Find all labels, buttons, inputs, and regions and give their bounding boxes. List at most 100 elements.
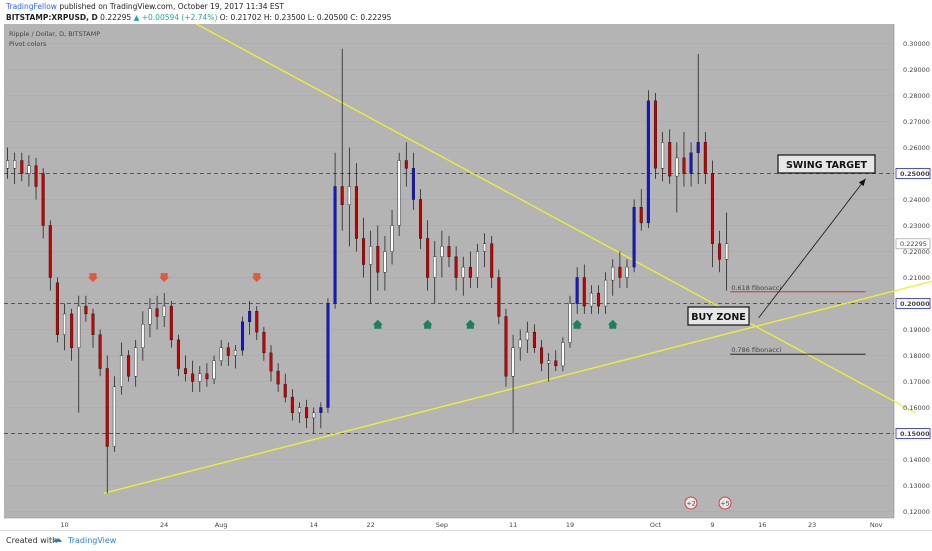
ohlc-values: O: 0.21702 H: 0.23500 L: 0.20500 C: 0.22… bbox=[219, 13, 392, 22]
target-arrowhead bbox=[858, 178, 866, 187]
time-tick-label: 19 bbox=[566, 521, 574, 529]
candle-body bbox=[63, 313, 67, 335]
candle-body bbox=[141, 324, 145, 348]
cloud-icon: ☁ bbox=[52, 534, 62, 545]
candle bbox=[675, 142, 679, 213]
horizontal-levels bbox=[4, 173, 894, 434]
candle bbox=[461, 256, 465, 296]
candle bbox=[48, 220, 52, 291]
current-price-box bbox=[895, 238, 931, 250]
candle-body bbox=[632, 207, 636, 268]
candle-body bbox=[525, 331, 529, 341]
candle-body bbox=[262, 331, 266, 354]
candle bbox=[191, 360, 195, 392]
candle-body bbox=[255, 311, 259, 333]
candle bbox=[283, 373, 287, 403]
tradingview-brand[interactable]: TradingView bbox=[68, 536, 117, 545]
candle bbox=[554, 350, 558, 372]
candle-body bbox=[411, 168, 415, 200]
candle bbox=[653, 92, 657, 179]
candle bbox=[169, 300, 173, 348]
candle bbox=[532, 324, 536, 353]
candle-body bbox=[710, 173, 714, 244]
ascending-trendline bbox=[103, 280, 932, 494]
candle-body bbox=[169, 305, 173, 341]
candle bbox=[604, 272, 608, 314]
candle-body bbox=[312, 412, 316, 419]
candle-body bbox=[475, 251, 479, 278]
candle bbox=[162, 293, 166, 327]
candle-body bbox=[70, 313, 74, 348]
time-tick-label: 11 bbox=[509, 521, 517, 529]
event-badge[interactable]: +5 bbox=[718, 496, 732, 510]
time-axis bbox=[4, 518, 894, 530]
candle bbox=[568, 295, 572, 348]
candle bbox=[440, 230, 444, 278]
candle-body bbox=[84, 305, 88, 315]
published-info: published on TradingView.com, October 19… bbox=[59, 2, 284, 11]
candle-body bbox=[297, 407, 301, 413]
candle-body bbox=[604, 279, 608, 307]
candle-body bbox=[468, 266, 472, 278]
price-tick-label: 0.21000 bbox=[903, 274, 930, 282]
candle-body bbox=[34, 165, 38, 187]
pivot-markers bbox=[88, 273, 618, 329]
candle bbox=[84, 295, 88, 322]
candles bbox=[6, 48, 729, 494]
candle bbox=[248, 300, 252, 335]
candle-body bbox=[661, 142, 665, 169]
price-level-tag: 0.15000 bbox=[895, 428, 931, 439]
candle-body bbox=[105, 368, 109, 447]
candle-body bbox=[290, 396, 294, 413]
candle bbox=[725, 212, 729, 291]
price-level-tag: 0.20000 bbox=[895, 298, 931, 309]
candle bbox=[682, 131, 686, 187]
price-tick-label: 0.22000 bbox=[903, 248, 930, 256]
candle bbox=[525, 321, 529, 353]
candle-body bbox=[696, 142, 700, 153]
candle-body bbox=[91, 313, 95, 335]
candle bbox=[504, 308, 508, 387]
publish-line: TradingFellow published on TradingView.c… bbox=[6, 2, 284, 11]
candle-body bbox=[319, 407, 323, 413]
price-axis-labels: 0.30000 0.29000 0.28000 0.27000 0.26000 0.240… bbox=[895, 40, 931, 516]
pivot-high-arrow bbox=[159, 273, 170, 283]
price-tick-label: 0.30000 bbox=[903, 40, 930, 48]
author-link[interactable]: TradingFellow bbox=[6, 2, 57, 11]
candle bbox=[340, 48, 344, 231]
candle-body bbox=[98, 334, 102, 369]
candle bbox=[91, 308, 95, 348]
price-tick-label: 0.28000 bbox=[903, 92, 930, 100]
candle-body bbox=[191, 373, 195, 382]
candle-body bbox=[233, 350, 237, 356]
candle bbox=[618, 251, 622, 288]
event-badge[interactable]: +2 bbox=[684, 496, 698, 510]
created-with-label: Created with bbox=[6, 536, 58, 545]
candle-body bbox=[618, 266, 622, 278]
candle-body bbox=[504, 316, 508, 377]
candle-body bbox=[226, 347, 230, 356]
candle bbox=[703, 131, 707, 184]
candle bbox=[326, 298, 330, 413]
time-tick-label: Nov bbox=[870, 521, 883, 529]
candle-body bbox=[198, 373, 202, 382]
pivot-high-arrow bbox=[88, 273, 98, 283]
buy-zone-box[interactable]: BUY ZONE bbox=[687, 306, 750, 326]
candle-body bbox=[611, 266, 615, 281]
candle-body bbox=[354, 186, 358, 239]
price-tick-label: 0.12000 bbox=[903, 508, 930, 516]
candle-body bbox=[269, 352, 273, 372]
price-tick-label: 0.18000 bbox=[903, 352, 930, 360]
candle-body bbox=[589, 292, 593, 307]
fibonacci-levels: 0.618 fibonacci 0.786 fibonacci bbox=[730, 284, 866, 355]
fib-label: 0.786 fibonacci bbox=[731, 346, 781, 354]
buy-zone-rect bbox=[687, 306, 750, 326]
candle bbox=[70, 308, 74, 361]
candle bbox=[468, 251, 472, 288]
swing-target-box[interactable]: SWING TARGET bbox=[777, 154, 876, 174]
candle bbox=[497, 269, 501, 325]
candle-body bbox=[55, 282, 59, 335]
candle-body bbox=[518, 339, 522, 348]
target-arrow bbox=[758, 178, 866, 319]
